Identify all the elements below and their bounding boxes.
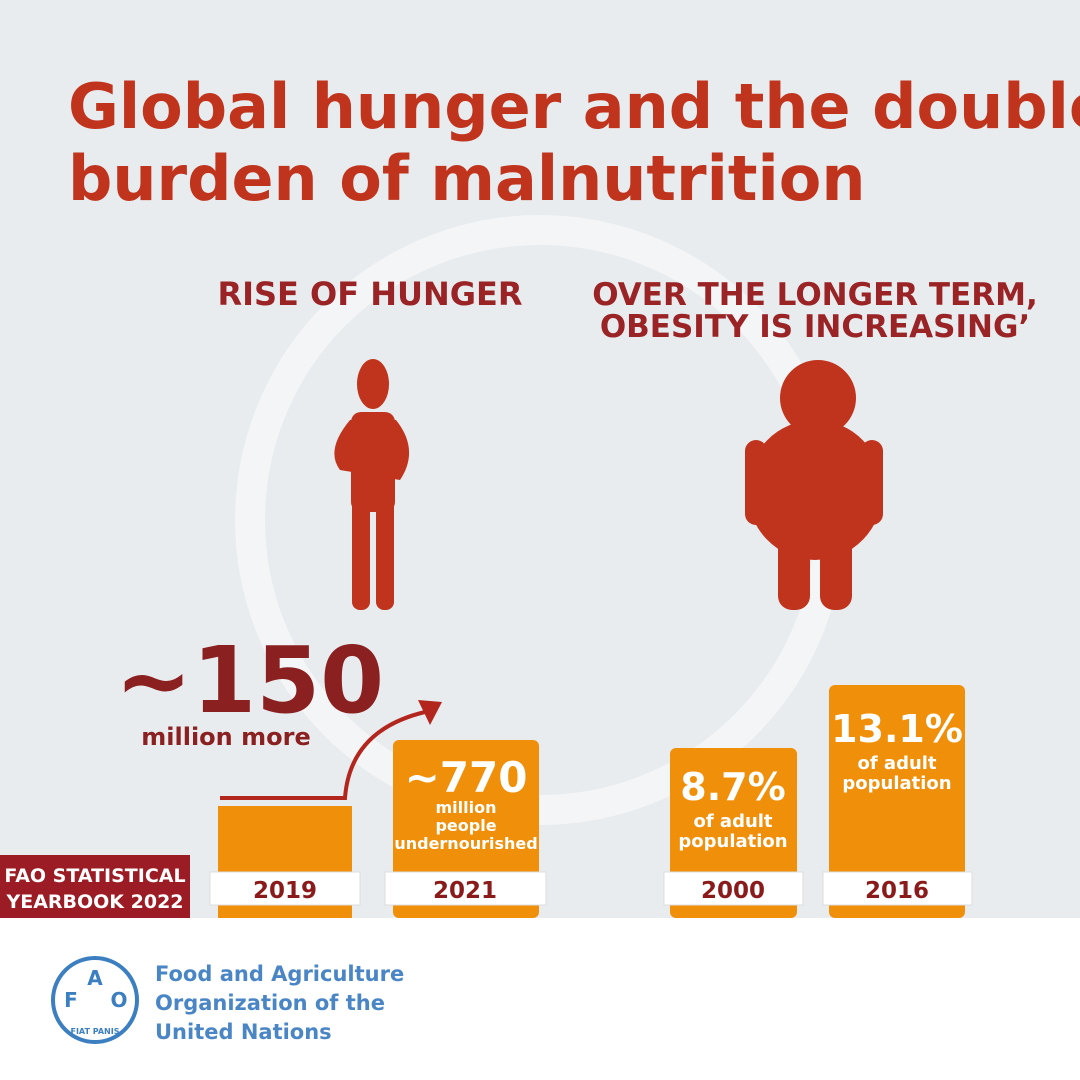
- increase-arrow: [220, 710, 426, 800]
- bar-label: population: [842, 773, 951, 794]
- year-box: [822, 871, 973, 906]
- org-name: United Nations: [155, 1020, 332, 1044]
- badge-text: YEARBOOK 2022: [5, 891, 183, 913]
- year: 2019: [253, 878, 317, 904]
- logo-motto: FIAT PANIS: [70, 1027, 119, 1036]
- bar-label: million: [436, 798, 497, 817]
- badge-text: FAO STATISTICAL: [4, 865, 185, 887]
- increase-value: ~150: [115, 627, 384, 734]
- year: 2000: [701, 878, 765, 904]
- bar-label: of adult: [857, 753, 936, 774]
- logo-letter: O: [110, 988, 127, 1012]
- bar-value: 13.1%: [831, 707, 963, 751]
- increase-label: million more: [141, 723, 310, 751]
- year: 2021: [433, 878, 497, 904]
- bar-label: population: [678, 831, 787, 852]
- fao-logo: F A O FIAT PANIS: [51, 956, 139, 1044]
- year-box: [663, 871, 804, 906]
- year-labels: 2019 2021 2000 2016: [209, 871, 973, 906]
- footer-background: [0, 918, 1080, 1080]
- year: 2016: [865, 878, 929, 904]
- title: Global hunger and the double: [68, 70, 1080, 143]
- logo-letter: A: [87, 966, 103, 990]
- bar-label: people: [435, 816, 496, 835]
- obese-figure: [745, 360, 883, 610]
- bar: [829, 685, 965, 918]
- obesity-heading: OBESITY IS INCREASING’: [600, 309, 1030, 345]
- thin-figure: [334, 359, 410, 610]
- year-box: [384, 871, 547, 906]
- badge: [0, 855, 190, 918]
- hunger-heading: RISE OF HUNGER: [217, 275, 522, 313]
- year-box: [209, 871, 361, 906]
- arrowhead: [418, 700, 442, 725]
- title: burden of malnutrition: [68, 142, 865, 215]
- bar-value: 8.7%: [680, 765, 785, 809]
- bar-label: undernourished: [394, 834, 537, 853]
- bar-label: of adult: [693, 811, 772, 832]
- bar-labels: ~770 million people undernourished 8.7% …: [394, 707, 963, 853]
- logo-ring: [51, 956, 139, 1044]
- obesity-heading: OVER THE LONGER TERM,: [592, 277, 1037, 313]
- bar-value: ~770: [405, 753, 528, 802]
- logo-letter: F: [64, 988, 78, 1012]
- org-name: Organization of the: [155, 991, 385, 1015]
- org-name: Food and Agriculture: [155, 962, 404, 986]
